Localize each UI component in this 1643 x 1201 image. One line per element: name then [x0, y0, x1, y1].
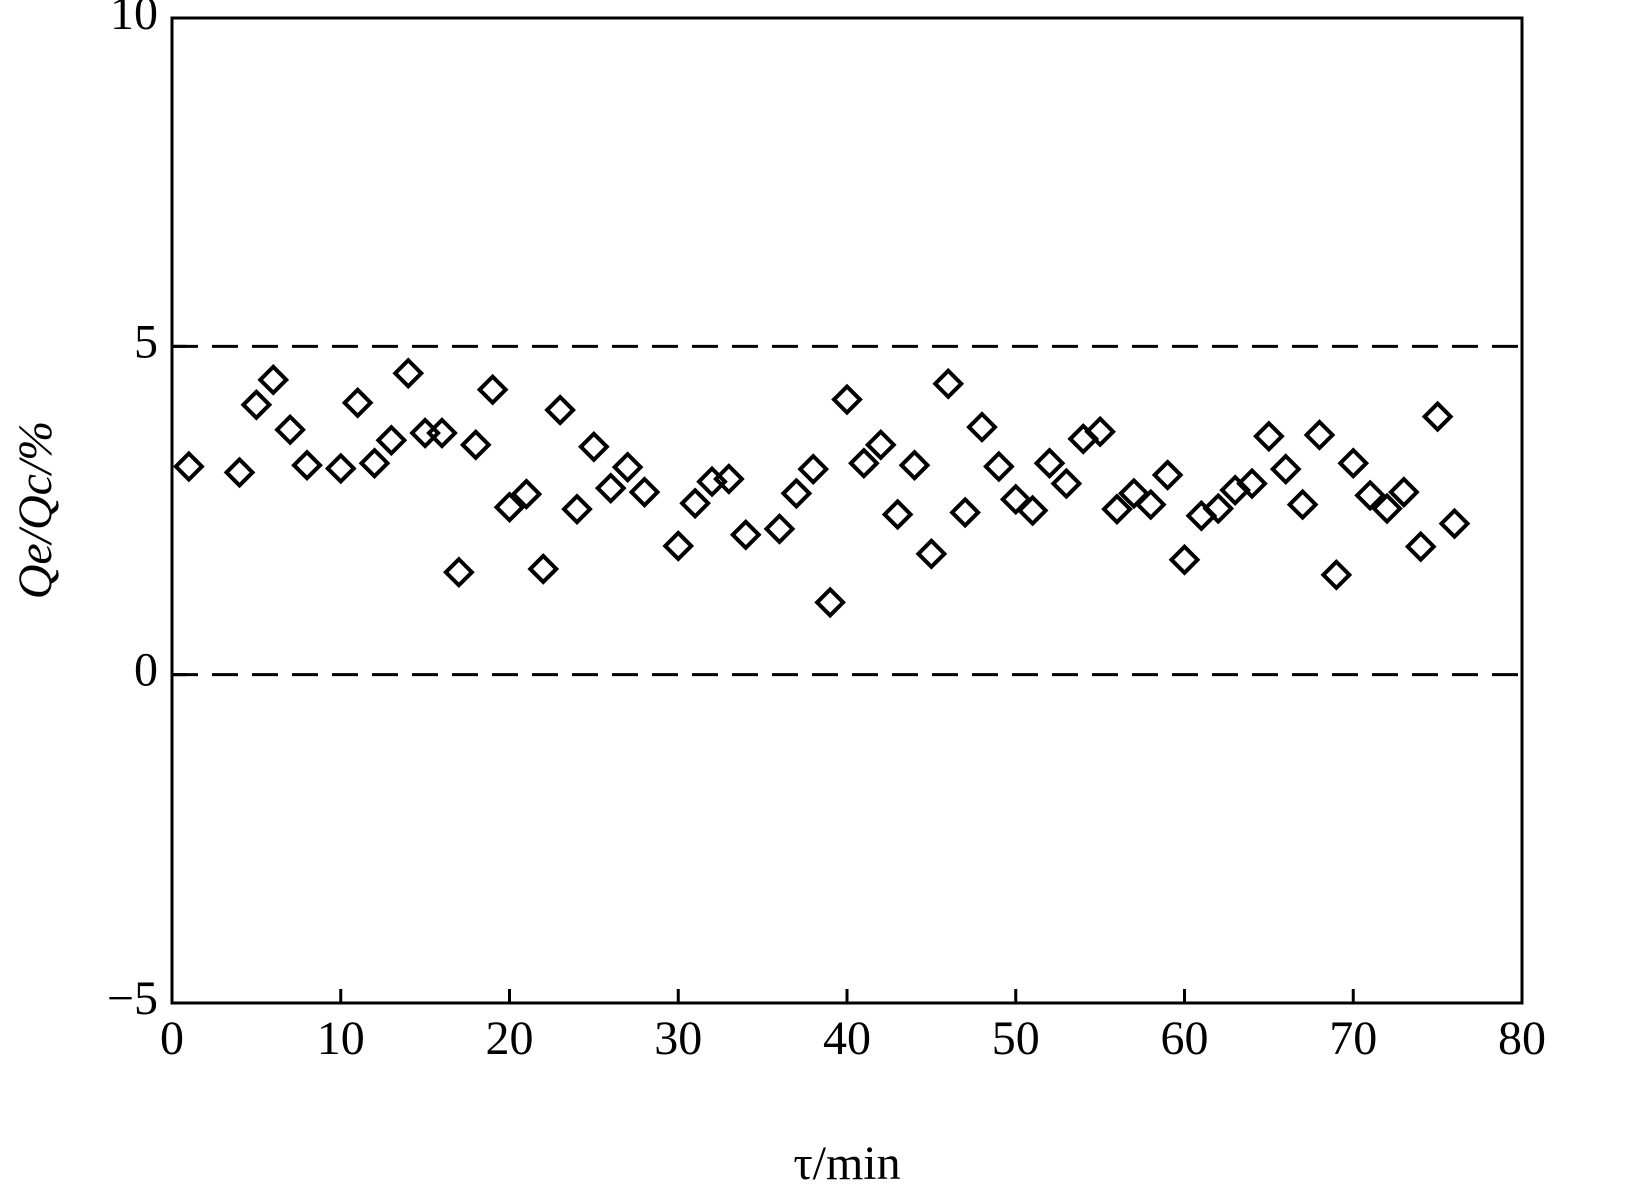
data-point: [594, 472, 627, 505]
x-tick-label: 50: [992, 1012, 1040, 1065]
data-point: [881, 498, 914, 531]
x-axis-label: τ/min: [793, 1137, 900, 1190]
data-point: [932, 367, 965, 400]
data-point: [1253, 420, 1285, 453]
data-point: [544, 394, 576, 426]
data-point: [983, 450, 1015, 483]
data-point: [1134, 488, 1167, 521]
x-tick-label: 80: [1498, 1012, 1546, 1065]
data-point: [1168, 543, 1201, 576]
data-point: [1236, 467, 1268, 500]
data-point: [1303, 419, 1336, 451]
data-point: [173, 450, 205, 483]
data-point: [679, 487, 711, 520]
data-point: [1202, 492, 1235, 525]
data-point: [459, 429, 492, 461]
x-tick-label: 10: [317, 1012, 365, 1065]
data-point: [1151, 459, 1184, 491]
data-point: [662, 530, 695, 562]
data-point: [611, 451, 644, 483]
data-point: [999, 483, 1032, 516]
data-point: [713, 463, 745, 495]
data-point: [274, 413, 306, 446]
data-point: [848, 447, 880, 480]
data-point: [324, 452, 357, 485]
data-point: [358, 447, 391, 480]
data-point: [223, 456, 256, 489]
plot-frame: [170, 16, 1524, 1005]
data-point: [1016, 494, 1049, 527]
data-point: [578, 430, 610, 463]
data-point: [426, 417, 458, 449]
data-point: [1320, 559, 1353, 591]
data-point: [1084, 415, 1116, 448]
data-point: [240, 388, 273, 421]
data-point: [628, 476, 661, 508]
data-point: [1118, 477, 1150, 510]
y-tick-label: −5: [107, 972, 158, 1025]
data-point: [1404, 530, 1437, 563]
y-tick-label: 0: [134, 644, 158, 697]
y-axis-label: Qe/Qc/%: [9, 421, 62, 600]
data-point: [1033, 447, 1066, 480]
data-point: [291, 449, 323, 482]
data-point: [476, 373, 509, 406]
data-point: [1337, 447, 1370, 480]
data-point: [1388, 476, 1420, 508]
x-tick-label: 70: [1329, 1012, 1377, 1065]
data-point: [409, 417, 441, 449]
data-point: [493, 491, 526, 524]
data-point: [1354, 479, 1386, 512]
data-point: [864, 429, 897, 461]
y-tick-label: 10: [110, 0, 158, 40]
data-point: [1269, 453, 1302, 485]
data-point: [1438, 507, 1471, 540]
x-tick-label: 40: [823, 1012, 871, 1065]
data-point: [257, 363, 290, 396]
x-tick-label: 60: [1161, 1012, 1209, 1065]
data-point: [341, 386, 374, 419]
x-tick-label: 0: [160, 1012, 184, 1065]
data-point: [1050, 467, 1083, 500]
data-point: [1286, 488, 1319, 521]
data-point: [915, 538, 948, 570]
data-point: [375, 424, 408, 457]
x-tick-label: 30: [654, 1012, 702, 1065]
data-point: [392, 357, 425, 390]
y-tick-label: 5: [134, 315, 158, 368]
data-point: [780, 477, 813, 510]
data-point: [966, 411, 998, 443]
data-point: [831, 383, 863, 416]
data-point: [1421, 400, 1454, 433]
data-point: [561, 493, 593, 526]
data-point: [527, 553, 560, 585]
data-point: [949, 496, 981, 529]
x-tick-label: 20: [486, 1012, 534, 1065]
data-point: [814, 586, 846, 619]
data-point: [797, 453, 830, 485]
data-point: [1101, 493, 1133, 526]
data-point: [443, 556, 475, 589]
data-point: [1371, 492, 1403, 525]
data-point: [729, 518, 762, 551]
data-point: [898, 449, 931, 482]
data-point: [510, 478, 543, 510]
data-point: [763, 513, 796, 545]
data-point: [696, 465, 728, 498]
